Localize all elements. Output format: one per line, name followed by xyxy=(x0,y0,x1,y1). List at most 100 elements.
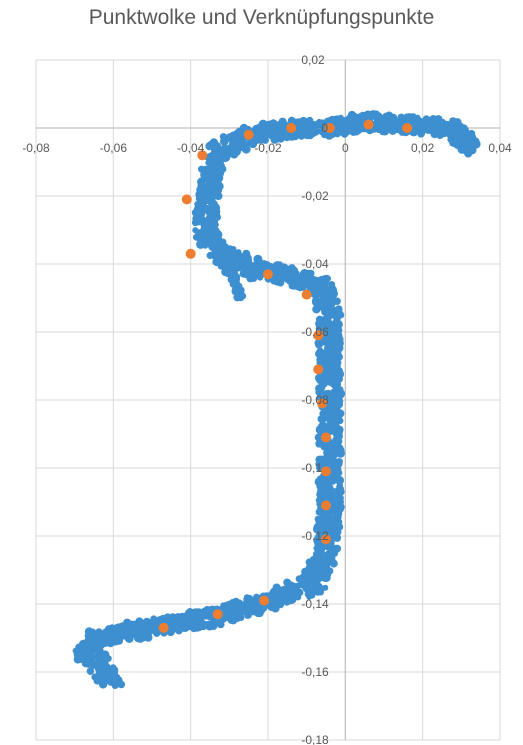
y-tick-label: -0,16 xyxy=(301,665,329,679)
cloud-point xyxy=(319,481,328,491)
cloud-point xyxy=(206,140,216,150)
cloud-point xyxy=(334,439,342,447)
cloud-point xyxy=(372,110,380,118)
cloud-point xyxy=(322,329,330,337)
cloud-point xyxy=(253,595,261,603)
cloud-point xyxy=(337,417,344,424)
cloud-point xyxy=(230,246,237,253)
cloud-point xyxy=(315,341,323,349)
tie-point xyxy=(197,150,208,161)
cloud-point xyxy=(239,270,247,278)
cloud-point xyxy=(257,274,264,281)
cloud-point xyxy=(325,550,333,558)
cloud-point xyxy=(377,122,386,131)
cloud-point xyxy=(260,260,269,269)
x-tick-label: -0,02 xyxy=(254,141,282,155)
cloud-point xyxy=(270,277,278,285)
cloud-point xyxy=(330,476,338,483)
cloud-point xyxy=(449,117,457,126)
cloud-point xyxy=(316,122,323,129)
cloud-point xyxy=(315,550,323,558)
cloud-point xyxy=(214,191,222,199)
cloud-point xyxy=(243,145,250,152)
cloud-point xyxy=(269,592,278,600)
cloud-point xyxy=(270,127,277,134)
cloud-point xyxy=(331,507,338,514)
cloud-point xyxy=(178,612,187,622)
x-tick-label: -0,06 xyxy=(100,141,128,155)
cloud-point xyxy=(422,115,431,124)
cloud-point xyxy=(461,141,471,151)
cloud-point xyxy=(336,488,344,496)
cloud-point xyxy=(329,379,339,388)
cloud-point xyxy=(307,591,315,599)
y-tick-label: -0,08 xyxy=(301,393,329,407)
cloud-point xyxy=(96,636,103,643)
tie-point xyxy=(402,123,413,133)
cloud-point xyxy=(318,571,327,580)
cloud-point xyxy=(276,263,285,271)
cloud-point xyxy=(429,115,437,122)
cloud-point xyxy=(105,655,112,662)
cloud-point xyxy=(207,159,215,168)
tie-point xyxy=(259,595,270,606)
cloud-point xyxy=(327,283,335,291)
tie-point xyxy=(321,432,331,443)
cloud-point xyxy=(213,184,221,192)
cloud-point xyxy=(331,412,340,420)
cloud-point xyxy=(107,640,114,648)
cloud-point xyxy=(297,274,304,281)
cloud-point xyxy=(192,618,200,626)
cloud-point xyxy=(270,265,277,272)
cloud-point xyxy=(315,532,323,540)
tie-point xyxy=(313,364,324,375)
cloud-point xyxy=(287,117,296,125)
cloud-point xyxy=(211,207,218,215)
cloud-point xyxy=(309,571,319,580)
cloud-point xyxy=(307,127,317,137)
cloud-point xyxy=(336,482,344,489)
cloud-point xyxy=(384,115,394,125)
cloud-point xyxy=(110,677,120,686)
cloud-point xyxy=(333,319,343,329)
tie-point xyxy=(321,534,331,545)
cloud-point xyxy=(196,235,204,243)
cloud-point xyxy=(303,269,313,279)
cloud-point xyxy=(196,217,204,225)
tie-point xyxy=(301,289,312,300)
cloud-point xyxy=(440,131,447,138)
y-tick-label: -0,18 xyxy=(301,733,329,745)
cloud-point xyxy=(336,386,344,393)
cloud-point xyxy=(291,590,299,598)
tie-point xyxy=(158,622,169,633)
cloud-point xyxy=(84,654,91,661)
cloud-point xyxy=(275,589,284,599)
cloud-point xyxy=(139,633,148,642)
cloud-point xyxy=(318,455,325,462)
y-tick-label: -0,12 xyxy=(301,529,329,543)
cloud-point xyxy=(277,128,286,137)
y-tick-label: -0,02 xyxy=(301,189,329,203)
x-tick-label: -0,04 xyxy=(177,141,205,155)
cloud-point xyxy=(324,494,332,502)
tie-point xyxy=(321,500,331,511)
cloud-point xyxy=(317,302,325,310)
cloud-point xyxy=(234,615,241,623)
tie-point xyxy=(317,398,328,409)
cloud-point xyxy=(217,262,225,270)
cloud-point xyxy=(335,427,343,435)
cloud-point xyxy=(205,233,214,242)
x-tick-label: 0,04 xyxy=(488,141,512,155)
cloud-point xyxy=(430,121,438,129)
cloud-point xyxy=(91,673,99,681)
cloud-point xyxy=(452,123,460,131)
cloud-point xyxy=(226,263,234,271)
cloud-point xyxy=(216,149,223,156)
cloud-point xyxy=(224,612,233,621)
cloud-point xyxy=(315,282,325,292)
y-tick-label: 0,02 xyxy=(301,53,325,67)
chart-title: Punktwolke und Verknüpfungspunkte xyxy=(88,6,435,29)
cloud-point xyxy=(394,121,402,129)
cloud-point xyxy=(324,523,331,530)
